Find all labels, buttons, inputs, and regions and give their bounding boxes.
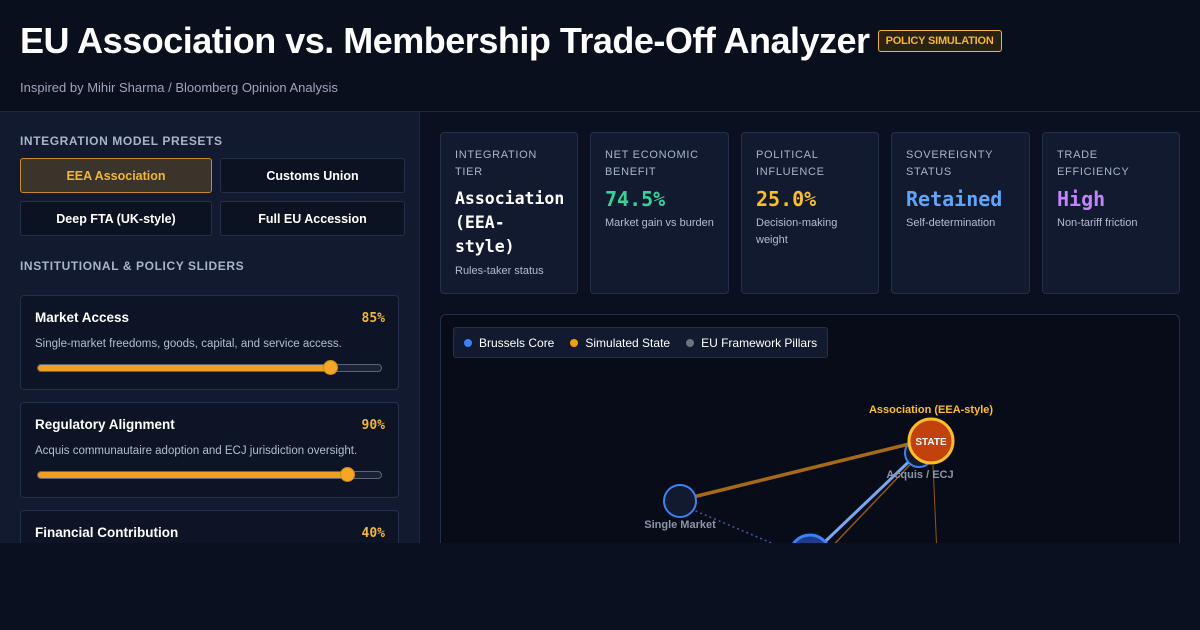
metric-value: Retained	[906, 187, 1003, 211]
metric-value: 74.5%	[605, 187, 666, 211]
metric-net-economic-benefit: NET ECONOMIC BENEFIT 74.5% Market gain v…	[590, 132, 729, 294]
metric-label: TRADE EFFICIENCY	[1057, 149, 1130, 178]
metric-political-influence: POLITICAL INFLUENCE 25.0% Decision-makin…	[741, 132, 879, 294]
edge-state-down	[932, 464, 937, 543]
legend-item-brussels-core: Brussels Core	[464, 336, 554, 350]
slider-thumb[interactable]	[322, 360, 338, 375]
edge-core-state	[834, 448, 926, 543]
presets-section-label: INTEGRATION MODEL PRESETS	[20, 134, 223, 148]
sliders-section-label: INSTITUTIONAL & POLICY SLIDERS	[20, 259, 245, 273]
metric-sovereignty-status: SOVEREIGNTY STATUS Retained Self-determi…	[891, 132, 1030, 294]
main-panel: INTEGRATION TIER Association (EEA-style)…	[420, 112, 1200, 543]
regulatory-alignment-slider-card: Regulatory Alignment 90% Acquis communau…	[20, 402, 399, 498]
state-node-label: Association (EEA-style)	[869, 404, 993, 416]
preset-grid: EEA Association Customs Union Deep FTA (…	[20, 158, 405, 236]
control-sidebar: INTEGRATION MODEL PRESETS EEA Associatio…	[0, 112, 420, 543]
metric-caption: Market gain vs burden	[605, 217, 714, 229]
simulated-state-node[interactable]	[907, 417, 955, 465]
regulatory-alignment-slider[interactable]	[37, 467, 382, 482]
slider-title: Market Access	[35, 310, 130, 325]
metric-trade-efficiency: TRADE EFFICIENCY High Non-tariff frictio…	[1042, 132, 1180, 294]
slider-fill	[38, 365, 330, 371]
market-access-slider[interactable]	[37, 360, 382, 375]
slider-description: Single-market freedoms, goods, capital, …	[35, 338, 342, 350]
preset-full-eu-accession-button[interactable]: Full EU Accession	[220, 201, 405, 236]
page-title: EU Association vs. Membership Trade-Off …	[20, 20, 870, 61]
brussels-core-node[interactable]	[790, 533, 830, 543]
legend-item-simulated-state: Simulated State	[570, 336, 670, 350]
edge-single-market-state	[680, 442, 910, 502]
metric-value: Association (EEA-style)	[455, 189, 565, 256]
metric-label: INTEGRATION TIER	[455, 149, 538, 178]
metric-value: 25.0%	[756, 187, 817, 211]
legend-dot	[464, 338, 472, 347]
edge-dotted	[690, 508, 774, 543]
page-subtitle: Inspired by Mihir Sharma / Bloomberg Opi…	[20, 80, 338, 95]
single-market-node[interactable]	[663, 484, 697, 518]
metric-integration-tier: INTEGRATION TIER Association (EEA-style)…	[440, 132, 578, 294]
metric-value: High	[1057, 187, 1106, 211]
legend-dot	[686, 338, 695, 347]
slider-value: 90%	[361, 418, 385, 433]
network-graph: STATE Association (EEA-style) Acquis / E…	[644, 404, 993, 543]
network-graph-panel: STATE Association (EEA-style) Acquis / E…	[440, 314, 1180, 543]
legend-dot	[570, 338, 579, 347]
financial-contribution-slider-card: Financial Contribution 40%	[20, 510, 399, 543]
edge-core-acquis	[821, 450, 921, 543]
metric-caption: Decision-making weight	[756, 217, 838, 246]
slider-title: Financial Contribution	[35, 525, 179, 540]
app-header: EU Association vs. Membership Trade-Off …	[0, 0, 1200, 112]
metric-caption: Rules-taker status	[455, 265, 544, 277]
graph-legend: Brussels Core Simulated State EU Framewo…	[453, 327, 829, 358]
state-node-text: STATE	[915, 437, 947, 448]
legend-label: EU Framework Pillars	[701, 335, 818, 350]
metric-label: SOVEREIGNTY STATUS	[906, 149, 993, 178]
preset-eea-association-button[interactable]: EEA Association	[20, 158, 212, 193]
slider-thumb[interactable]	[339, 467, 355, 482]
slider-title: Regulatory Alignment	[35, 417, 175, 432]
metric-label: NET ECONOMIC BENEFIT	[605, 149, 699, 178]
metric-caption: Non-tariff friction	[1057, 217, 1138, 229]
blank-lower-area	[0, 543, 1200, 630]
acquis-ecj-label: Acquis / ECJ	[886, 469, 953, 481]
metric-label: POLITICAL INFLUENCE	[756, 149, 825, 178]
preset-customs-union-button[interactable]: Customs Union	[220, 158, 405, 193]
slider-value: 40%	[361, 526, 385, 541]
slider-fill	[38, 472, 347, 478]
legend-label: Brussels Core	[479, 335, 555, 350]
slider-description: Acquis communautaire adoption and ECJ ju…	[35, 445, 358, 457]
title-row: EU Association vs. Membership Trade-Off …	[20, 20, 1002, 62]
preset-deep-fta-button[interactable]: Deep FTA (UK-style)	[20, 201, 212, 236]
metric-caption: Self-determination	[906, 217, 996, 229]
policy-simulation-badge: POLICY SIMULATION	[877, 30, 1002, 52]
slider-value: 85%	[361, 311, 385, 326]
legend-item-eu-framework-pillars: EU Framework Pillars	[686, 336, 817, 350]
legend-label: Simulated State	[585, 335, 671, 350]
single-market-label: Single Market	[644, 519, 716, 531]
market-access-slider-card: Market Access 85% Single-market freedoms…	[20, 295, 399, 390]
